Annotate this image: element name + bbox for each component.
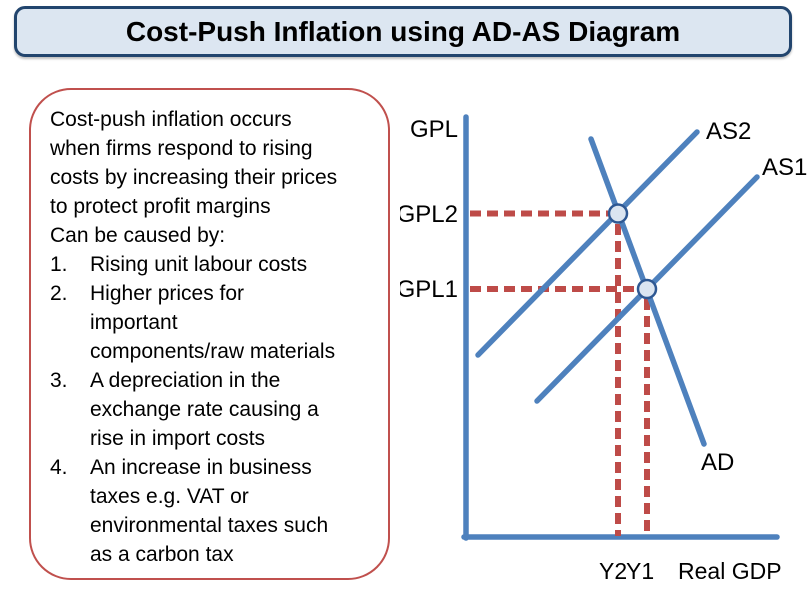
intro-text: Cost-push inflation occurs when firms re… — [50, 108, 338, 247]
as2-curve-label: AS2 — [706, 118, 751, 145]
list-item-text: An increase in business taxes e.g. VAT o… — [90, 456, 329, 566]
as1-curve-label: AS1 — [762, 154, 807, 181]
as2-curve — [475, 129, 700, 358]
list-item-number: 4. — [50, 456, 68, 479]
list-item: 3. A depreciation in the exchange rate c… — [50, 366, 380, 453]
list-item-number: 1. — [50, 253, 68, 276]
list-item-text: Higher prices for important components/r… — [90, 282, 336, 363]
list-item: 2. Higher prices for important component… — [50, 279, 380, 366]
list-item: 4. An increase in business taxes e.g. VA… — [50, 453, 380, 569]
ad-curve-label: AD — [701, 449, 734, 476]
gpl1-label: GPL1 — [400, 276, 458, 303]
gpl2-label: GPL2 — [400, 201, 458, 228]
info-panel: Cost-push inflation occurs when firms re… — [29, 88, 390, 580]
cause-list: 1. Rising unit labour costs 2. Higher pr… — [50, 250, 380, 569]
list-item-text: Rising unit labour costs — [90, 253, 308, 276]
title-bar: Cost-Push Inflation using AD-AS Diagram — [14, 6, 792, 57]
x-axis-label: Real GDP — [678, 558, 782, 584]
page-title: Cost-Push Inflation using AD-AS Diagram — [125, 15, 681, 47]
list-item-text: A depreciation in the exchange rate caus… — [90, 369, 319, 450]
ad-as-diagram: GPL GPL2 GPL1 AS2 AS1 AD Y2 Y1 Real GDP — [400, 114, 807, 584]
y1-label: Y1 — [626, 558, 654, 584]
list-item-number: 2. — [50, 282, 68, 305]
y2-label: Y2 — [599, 558, 627, 584]
y-axis-label: GPL — [410, 116, 458, 143]
list-item: 1. Rising unit labour costs — [50, 250, 380, 279]
equilibrium-point-gpl1-y1 — [636, 278, 658, 300]
list-item-number: 3. — [50, 369, 68, 392]
equilibrium-point-gpl2-y2 — [607, 203, 629, 224]
